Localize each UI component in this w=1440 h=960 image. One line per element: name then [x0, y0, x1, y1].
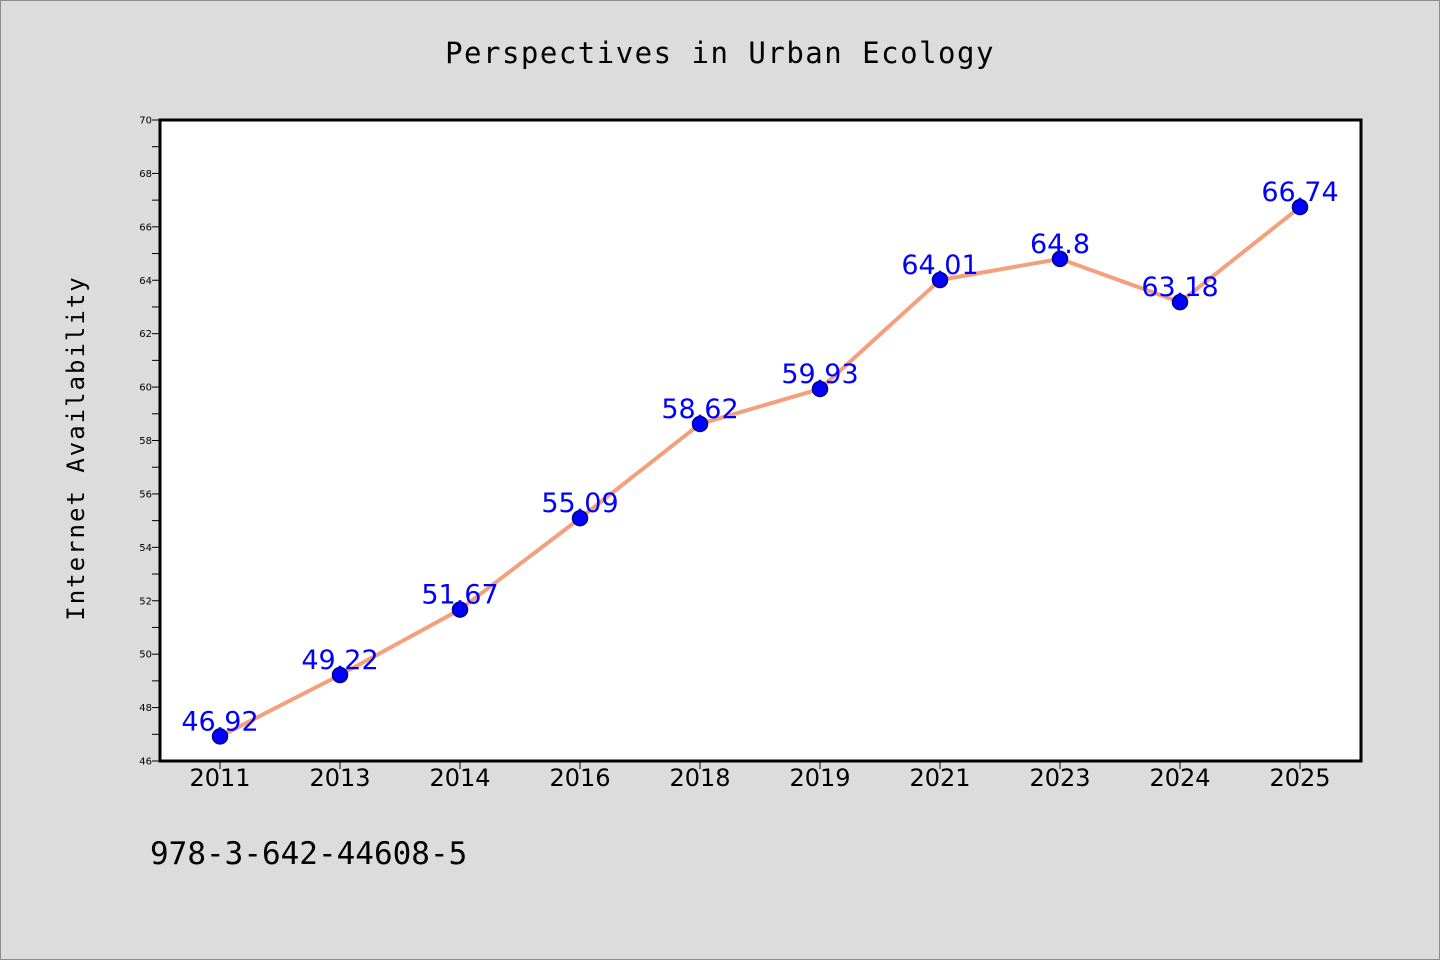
y-tick-label: 60: [139, 383, 152, 394]
y-axis-label: Internet Availability: [62, 275, 90, 620]
chart-title: Perspectives in Urban Ecology: [445, 36, 995, 70]
data-label-layer: 46.92 49.22 51.67 55.09 58.62 59.93 64.01 64.8 6…: [181, 177, 1338, 737]
y-tick-label: 62: [139, 329, 152, 340]
plot-area: [160, 120, 1361, 761]
footnote-isbn: 978-3-642-44608-5: [150, 836, 467, 872]
x-tick-label: 2021: [909, 764, 970, 792]
x-tick-label: 2011: [189, 764, 250, 792]
plot-frame: [158, 118, 1363, 763]
data-label: 46.92: [181, 706, 258, 737]
x-tick-label: 2024: [1149, 764, 1210, 792]
x-axis-ticks: 2011 2013 2014 2016 2018 2019 2021 2023 2024 2025: [189, 761, 1331, 792]
y-tick-label: 46: [139, 757, 152, 768]
data-label: 51.67: [421, 580, 498, 611]
data-label: 55.09: [541, 488, 618, 519]
y-tick-label: 54: [139, 543, 152, 554]
data-point: [1051, 250, 1069, 268]
x-tick-label: 2019: [789, 764, 850, 792]
data-label: 64.01: [901, 250, 978, 281]
x-tick-label: 2014: [429, 764, 490, 792]
data-point: [451, 601, 469, 618]
data-point: [811, 380, 829, 398]
data-point: [1171, 293, 1189, 311]
data-point: [931, 271, 949, 289]
data-point: [691, 415, 709, 433]
data-label: 64.8: [1030, 229, 1090, 260]
series-line: [218, 205, 1302, 739]
data-point: [211, 728, 229, 745]
y-tick-label: 70: [139, 116, 152, 127]
data-point: [1291, 198, 1309, 216]
x-tick-label: 2025: [1269, 764, 1330, 792]
series-layer: [211, 198, 1309, 745]
y-tick-label: 56: [139, 489, 152, 500]
x-tick-label: 2023: [1029, 764, 1090, 792]
y-tick-label: 64: [139, 276, 152, 287]
x-tick-label: 2013: [309, 764, 370, 792]
x-tick-label: 2016: [549, 764, 610, 792]
data-label: 63.18: [1141, 272, 1218, 303]
y-tick-label: 68: [139, 169, 152, 180]
data-label: 59.93: [781, 359, 858, 390]
y-tick-label: 58: [139, 436, 152, 447]
data-label: 66.74: [1261, 177, 1338, 208]
data-point: [331, 666, 349, 684]
y-tick-label: 48: [139, 703, 152, 714]
y-tick-label: 52: [139, 596, 152, 607]
x-tick-label: 2018: [669, 764, 730, 792]
y-tick-label: 50: [139, 650, 152, 661]
data-label: 49.22: [301, 645, 378, 676]
y-axis-ticks: 46 48 50 52 54 56 58 60 62 64 66 68 70: [139, 116, 160, 768]
y-tick-label: 66: [139, 222, 152, 233]
data-label: 58.62: [661, 394, 738, 425]
data-point: [571, 509, 589, 527]
